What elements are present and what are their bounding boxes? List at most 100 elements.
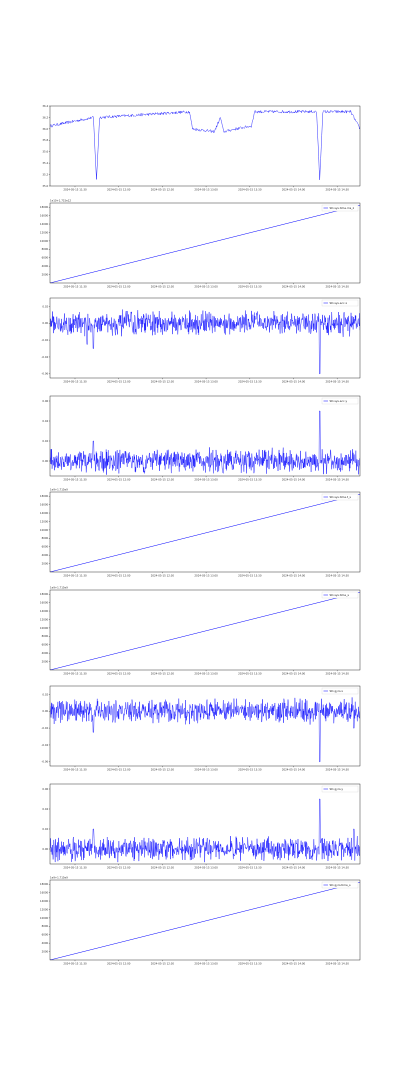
y-tick-label: -0.04: [41, 355, 48, 359]
plot-frame: [49, 395, 361, 477]
x-tick-label: 2024-05-15 11:30: [63, 866, 87, 870]
x-tick-label: 2024-05-15 13:00: [194, 768, 218, 772]
y-tick-label: 12000: [40, 617, 49, 621]
y-tick-label: 8000: [42, 634, 49, 638]
legend-box: [321, 591, 359, 599]
y-tick-label: 10000: [40, 626, 49, 630]
series-line: [50, 309, 360, 374]
y-tick-label: 4000: [42, 264, 49, 268]
legend-label: SD.sys.acc.y: [330, 399, 348, 403]
y-tick-label: 18000: [40, 494, 49, 498]
series-line: [50, 410, 360, 475]
plot-frame: [49, 202, 361, 284]
y-tick-label: 14000: [40, 222, 49, 226]
x-tick-label: 2024-05-15 12:00: [107, 866, 131, 870]
y-tick-label: 0.00: [42, 459, 48, 463]
x-tick-label: 2024-05-15 14:30: [326, 188, 350, 192]
x-tick-label: 2024-05-15 12:00: [107, 188, 131, 192]
y-tick-label: 35.0: [42, 184, 48, 188]
y-tick-label: 4000: [42, 553, 49, 557]
plot-frame: [49, 685, 361, 767]
axis-offset-label: 1e10+1.715e12: [50, 199, 71, 203]
x-tick-label: 2024-05-15 14:00: [282, 574, 306, 578]
y-tick-label: 4000: [42, 651, 49, 655]
x-tick-label: 2024-05-15 12:00: [107, 285, 131, 289]
plot-frame: [49, 589, 361, 671]
x-tick-label: 2024-05-15 13:30: [238, 285, 262, 289]
legend-label: SD.gyro.x: [330, 689, 344, 693]
y-tick-label: 12000: [40, 230, 49, 234]
x-tick-label: 2024-05-15 11:30: [63, 478, 87, 482]
series-line: [50, 881, 360, 960]
legend-box: [321, 785, 359, 793]
y-tick-label: 14000: [40, 899, 49, 903]
axis-offset-label: 1e9+1.715e9: [50, 876, 68, 880]
y-tick-label: 0.04: [42, 419, 48, 423]
x-tick-label: 2024-05-15 12:00: [107, 768, 131, 772]
x-tick-label: 2024-05-15 13:00: [194, 285, 218, 289]
x-tick-label: 2024-05-15 13:00: [194, 962, 218, 966]
y-tick-label: 36.2: [42, 115, 48, 119]
legend-box: [321, 397, 359, 405]
x-tick-label: 2024-05-15 12:30: [151, 672, 175, 676]
y-tick-label: 16000: [40, 503, 49, 507]
y-tick-label: 16000: [40, 214, 49, 218]
x-tick-label: 2024-05-15 13:00: [194, 672, 218, 676]
y-tick-label: 10000: [40, 916, 49, 920]
legend-label: SD.sys.time_s: [330, 593, 350, 597]
plot-frame: [49, 783, 361, 865]
y-tick-label: -0.04: [41, 743, 48, 747]
y-tick-label: 0.02: [42, 827, 48, 831]
x-tick-label: 2024-05-15 14:30: [326, 478, 350, 482]
x-tick-label: 2024-05-15 12:00: [107, 672, 131, 676]
x-tick-label: 2024-05-15 13:30: [238, 188, 262, 192]
y-tick-label: 4000: [42, 941, 49, 945]
y-tick-label: 0.02: [42, 439, 48, 443]
x-tick-label: 2024-05-15 14:30: [326, 574, 350, 578]
plot-frame: [49, 491, 361, 573]
y-tick-label: 6000: [42, 933, 49, 937]
series-line: [50, 204, 360, 283]
x-tick-label: 2024-05-15 14:00: [282, 866, 306, 870]
chart-1: 35.0 35.2 35.4 35.6 35.8 36.0 36.2 36.4 2024-05-…: [42, 104, 361, 192]
x-tick-label: 2024-05-15 13:30: [238, 962, 262, 966]
chart-7: -0.06 -0.04 -0.02 0.00 0.02 2024-05-15 11:30 2…: [41, 685, 361, 772]
plot-frame: [49, 297, 361, 379]
x-tick-label: 2024-05-15 14:00: [282, 962, 306, 966]
y-tick-label: 10000: [40, 239, 49, 243]
legend-box: [321, 204, 359, 212]
series-line: [50, 493, 360, 572]
series-line: [50, 697, 360, 762]
x-tick-label: 2024-05-15 13:30: [238, 574, 262, 578]
x-tick-label: 2024-05-15 11:30: [63, 672, 87, 676]
y-tick-label: 16000: [40, 891, 49, 895]
series-line: [50, 591, 360, 670]
x-tick-label: 2024-05-15 13:00: [194, 188, 218, 192]
y-tick-label: -0.06: [41, 372, 48, 376]
y-tick-label: 6000: [42, 256, 49, 260]
y-tick-label: 36.4: [42, 104, 48, 108]
y-tick-label: 2000: [42, 561, 49, 565]
x-tick-label: 2024-05-15 14:30: [326, 285, 350, 289]
y-tick-label: 8000: [42, 247, 49, 251]
y-tick-label: 16000: [40, 601, 49, 605]
y-tick-label: 0.00: [42, 321, 48, 325]
x-tick-label: 2024-05-15 12:30: [151, 574, 175, 578]
x-tick-label: 2024-05-15 11:30: [63, 188, 87, 192]
chart-2: 2000 4000 6000 8000 10000 12000 14000 16000 1800…: [40, 199, 361, 289]
x-tick-label: 2024-05-15 13:00: [194, 574, 218, 578]
y-tick-label: 35.2: [42, 172, 48, 176]
y-tick-label: 18000: [40, 205, 49, 209]
x-tick-label: 2024-05-15 14:30: [326, 866, 350, 870]
y-tick-label: 0.00: [42, 709, 48, 713]
chart-4: 0.00 0.02 0.04 0.06 2024-05-15 11:30 2024-05-…: [42, 395, 361, 482]
legend-box: [321, 881, 359, 889]
y-tick-label: -0.06: [41, 760, 48, 764]
y-tick-label: 12000: [40, 907, 49, 911]
y-tick-label: 12000: [40, 519, 49, 523]
y-tick-label: 10000: [40, 528, 49, 532]
y-tick-label: 35.6: [42, 150, 48, 154]
x-tick-label: 2024-05-15 14:00: [282, 188, 306, 192]
x-tick-label: 2024-05-15 13:00: [194, 478, 218, 482]
axis-offset-label: 1e9+1.715e9: [50, 488, 68, 492]
